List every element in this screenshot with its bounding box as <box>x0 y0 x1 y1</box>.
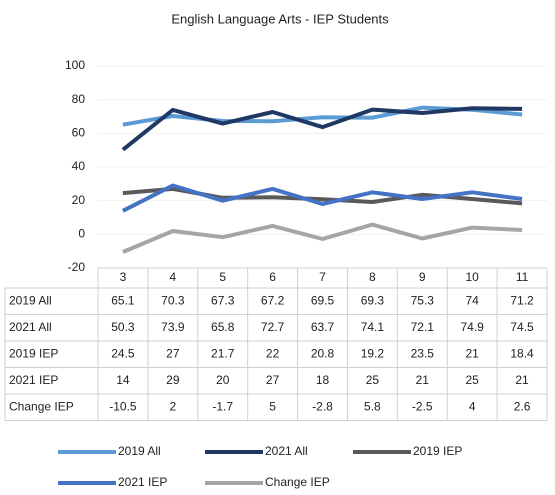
table-cell: 23.5 <box>411 346 435 360</box>
table-cell: 24.5 <box>111 346 135 360</box>
y-tick-label: -20 <box>68 260 86 274</box>
table-cell: 14 <box>116 373 130 387</box>
table-cell: 18.4 <box>510 346 534 360</box>
x-tick-label: 9 <box>419 270 426 284</box>
row-label: 2019 All <box>9 293 52 307</box>
series-line <box>122 186 523 206</box>
table-cell: 5 <box>269 399 276 413</box>
legend-label: 2019 IEP <box>413 444 462 458</box>
table-cell: -2.8 <box>312 399 333 413</box>
table-cell: 71.2 <box>510 293 534 307</box>
x-tick-label: 10 <box>465 270 479 284</box>
table-cell: 18 <box>316 373 330 387</box>
table-cell: 21 <box>465 346 479 360</box>
x-tick-label: 5 <box>219 270 226 284</box>
row-label: 2019 IEP <box>9 346 58 360</box>
table-cell: 21 <box>515 373 529 387</box>
x-tick-label: 4 <box>169 270 176 284</box>
x-tick-label: 3 <box>120 270 127 284</box>
table-cell: 74.5 <box>510 320 534 334</box>
table-cell: 25 <box>465 373 479 387</box>
table-cell: -1.7 <box>212 399 233 413</box>
series-line <box>121 183 523 213</box>
table-cell: 67.3 <box>211 293 235 307</box>
table-cell: 73.9 <box>161 320 185 334</box>
row-label: 2021 IEP <box>9 373 58 387</box>
table-cell: 5.8 <box>364 399 381 413</box>
table-cell: 20 <box>216 373 230 387</box>
y-tick-label: 80 <box>72 92 86 106</box>
y-tick-label: 100 <box>65 58 85 72</box>
x-tick-label: 11 <box>516 270 529 284</box>
table-cell: 50.3 <box>111 320 135 334</box>
table-cell: 69.3 <box>361 293 385 307</box>
table-cell: 21 <box>416 373 430 387</box>
table-cell: 27 <box>166 346 180 360</box>
table-cell: 25 <box>366 373 380 387</box>
x-tick-label: 8 <box>369 270 376 284</box>
table-cell: 2 <box>169 399 176 413</box>
y-tick-label: 60 <box>72 126 86 140</box>
table-cell: 21.7 <box>211 346 235 360</box>
y-tick-label: 20 <box>72 193 86 207</box>
row-label: 2021 All <box>9 320 52 334</box>
table-cell: 75.3 <box>411 293 435 307</box>
y-tick-label: 0 <box>78 227 85 241</box>
table-cell: -2.5 <box>412 399 433 413</box>
legend-label: 2021 All <box>265 444 308 458</box>
table-cell: 2.6 <box>514 399 531 413</box>
table-cell: 4 <box>469 399 476 413</box>
table-cell: 67.2 <box>261 293 285 307</box>
table-cell: 19.2 <box>361 346 385 360</box>
x-tick-label: 6 <box>269 270 276 284</box>
table-cell: 70.3 <box>161 293 185 307</box>
table-cell: 63.7 <box>311 320 335 334</box>
table-cell: 72.7 <box>261 320 285 334</box>
chart-title: English Language Arts - IEP Students <box>171 11 389 26</box>
legend-label: 2021 IEP <box>118 475 167 489</box>
table-cell: 65.8 <box>211 320 235 334</box>
legend-label: Change IEP <box>265 475 330 489</box>
series-line <box>121 106 523 152</box>
legend-label: 2019 All <box>118 444 161 458</box>
table-cell: 20.8 <box>311 346 335 360</box>
table-cell: 72.1 <box>411 320 435 334</box>
series-line <box>122 222 523 254</box>
table-cell: 65.1 <box>111 293 135 307</box>
table-cell: 74.9 <box>460 320 484 334</box>
table-cell: 69.5 <box>311 293 335 307</box>
row-label: Change IEP <box>9 399 74 413</box>
table-cell: 74.1 <box>361 320 385 334</box>
x-tick-label: 7 <box>319 270 326 284</box>
table-cell: -10.5 <box>109 399 137 413</box>
table-cell: 22 <box>266 346 280 360</box>
table-cell: 29 <box>166 373 180 387</box>
table-cell: 74 <box>465 293 479 307</box>
table-cell: 27 <box>266 373 280 387</box>
y-tick-label: 40 <box>72 159 86 173</box>
